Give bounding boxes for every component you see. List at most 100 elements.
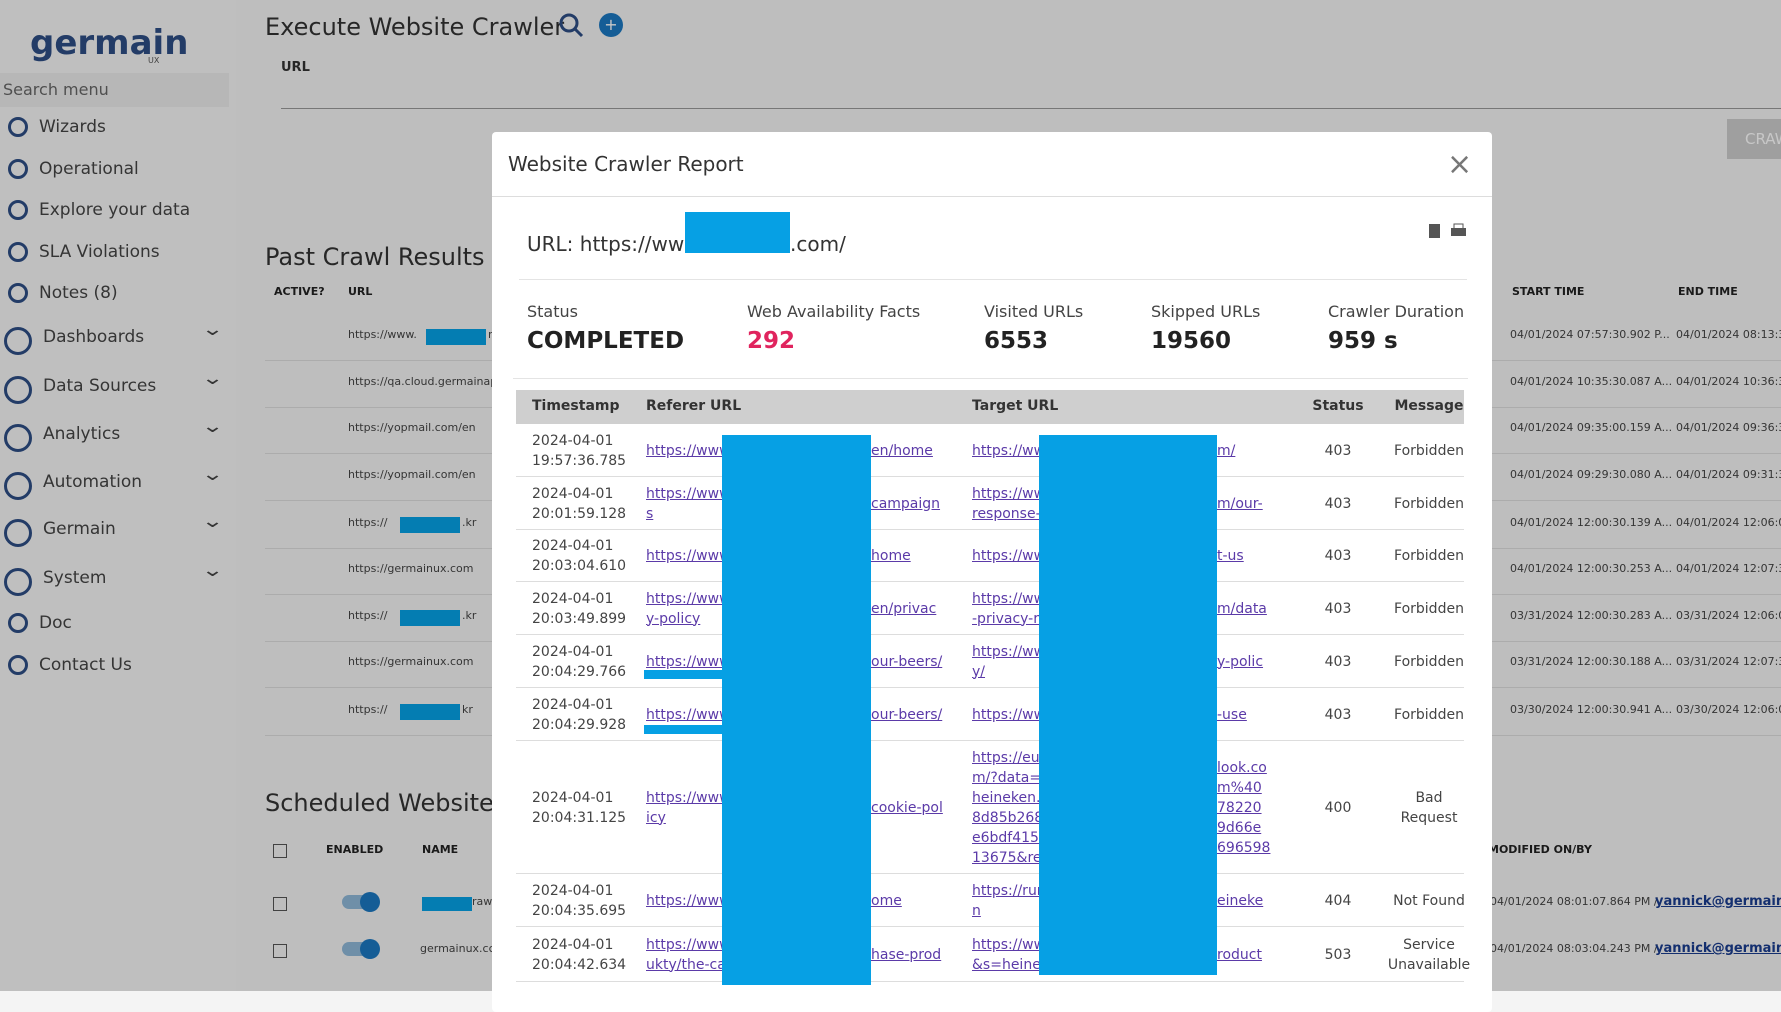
referer-url-end[interactable]: campaign [871,495,941,512]
target-url-end[interactable]: t-us [1217,548,1244,564]
menu-item[interactable]: Operational [39,159,139,179]
start-time: 03/30/2024 12:00:30.941 A... [1510,703,1673,716]
target-url[interactable]: https://rur n [972,882,1043,919]
menu-item[interactable]: Doc [39,613,72,633]
export-icons[interactable] [1427,222,1469,242]
timestamp: 2024-04-01 20:04:29.766 [532,643,627,680]
referer-url[interactable]: https://www [646,548,731,564]
search-menu[interactable]: Search menu [0,73,229,107]
row-url: https:// [348,703,388,716]
referer-url[interactable]: https://www [646,653,731,670]
start-time: 04/01/2024 07:57:30.902 P... [1510,328,1670,341]
message: Not Found [1393,892,1465,909]
stat-label: Crawler Duration [1328,302,1465,321]
target-url-end[interactable]: eineke [1217,892,1264,909]
menu-item[interactable]: Notes (8) [39,283,118,303]
end-time: 04/01/2024 12:06:0 [1676,516,1781,529]
menu-item[interactable]: Analytics [43,424,121,444]
referer-url[interactable]: https://www ukty/the-ca [646,936,731,973]
message: Forbidden [1394,600,1464,617]
divider [492,196,1492,197]
message: Forbidden [1394,442,1464,459]
target-url-end[interactable]: m/our- [1217,495,1263,512]
menu-item[interactable]: Wizards [39,117,106,137]
timestamp: 2024-04-01 20:03:49.899 [532,590,627,627]
menu-item[interactable]: Data Sources [43,376,157,396]
referer-url-end[interactable]: en/privac [871,600,937,617]
column-header: END TIME [1678,285,1738,298]
checkbox[interactable] [273,897,287,911]
referer-url-end[interactable]: ome [871,892,902,909]
referer-url[interactable]: https://www [646,892,731,909]
target-url[interactable]: https://ww [972,548,1046,564]
logo: germain [30,23,189,63]
target-url[interactable]: https://eur m/?data=0 heineken. 8d85b268… [972,749,1050,866]
menu-icon [4,519,32,547]
row-url: https://qa.cloud.germainap [348,375,498,388]
referer-url[interactable]: https://www s [646,485,731,522]
redaction [644,669,734,679]
redaction [685,212,790,253]
menu-icon [8,655,28,675]
target-url[interactable]: https://ww response- [972,485,1046,522]
status: 403 [1324,706,1352,723]
referer-url-end[interactable]: our-beers/ [871,653,943,670]
url-suffix: .com/ [790,232,846,256]
row-url: https://yopmail.com/en [348,421,476,434]
menu-item[interactable]: Contact Us [39,655,132,675]
timestamp: 2024-04-01 20:04:29.928 [532,696,627,733]
sidebar: germain UX Search menu Wizards Operationa… [0,0,236,991]
row-url: https://yopmail.com/en [348,468,476,481]
redaction [426,329,486,345]
timestamp: 2024-04-01 20:04:42.634 [532,936,627,973]
referer-url-end[interactable]: our-beers/ [871,706,943,723]
target-url[interactable]: https://ww -privacy-re [972,590,1048,627]
user[interactable]: yannick@germainux [1655,894,1781,909]
url-label: URL [281,60,310,75]
referer-url[interactable]: https://www icy [646,789,731,826]
close-button[interactable]: × [1447,147,1473,182]
referer-url[interactable]: https://www y-policy [646,590,731,627]
end-time: 04/01/2024 12:07:3 [1676,562,1781,575]
referer-url-end[interactable]: en/home [871,442,933,459]
message: Bad Request [1400,789,1458,826]
target-url-end[interactable]: m/data [1217,600,1267,617]
referer-url-end[interactable]: hase-prod [871,946,942,963]
menu-item[interactable]: Explore your data [39,200,191,220]
menu-item[interactable]: Automation [43,472,143,492]
referer-url-end[interactable]: home [871,548,911,564]
table-header [516,390,1464,424]
menu-item[interactable]: Germain [43,519,116,539]
row-url-tail: kr [462,703,473,716]
target-url[interactable]: https://ww y/ [972,643,1046,680]
target-url-end[interactable]: roduct [1217,946,1262,963]
referer-url[interactable]: https://www [646,442,731,459]
user[interactable]: yannick@germainux [1655,941,1781,956]
target-url[interactable]: https://ww &s=heinek [972,936,1049,973]
target-url-end[interactable]: look.co m%40 78220 9d66e 696598 [1217,759,1271,856]
url-input[interactable] [281,108,1781,109]
crawl-button[interactable]: CRAW [1727,119,1781,159]
modified: 04/01/2024 08:03:04.243 PM / [1490,942,1658,955]
row-url: https://germainux.com [348,562,474,575]
target-url-end[interactable]: -use [1217,706,1247,723]
referer-url-end[interactable]: cookie-pol [871,799,943,816]
target-url-end[interactable]: y-polic [1217,653,1264,670]
target-url[interactable]: https://ww [972,706,1046,723]
referer-url[interactable]: https://www [646,706,731,723]
row-line [516,981,1464,982]
menu-icon [4,568,32,596]
target-url[interactable]: https://ww [972,442,1046,459]
menu-item[interactable]: SLA Violations [39,242,160,262]
status: 400 [1324,799,1352,816]
checkbox[interactable] [273,944,287,958]
toggle-knob [360,939,380,959]
end-time: 03/30/2024 12:06:0 [1676,703,1781,716]
message: Forbidden [1394,495,1464,512]
menu-item[interactable]: System [43,568,107,588]
checkbox[interactable] [273,844,287,858]
status: 404 [1324,892,1352,909]
menu-item[interactable]: Dashboards [43,327,145,347]
target-url-end[interactable]: m/ [1217,442,1236,459]
redaction [644,724,734,734]
